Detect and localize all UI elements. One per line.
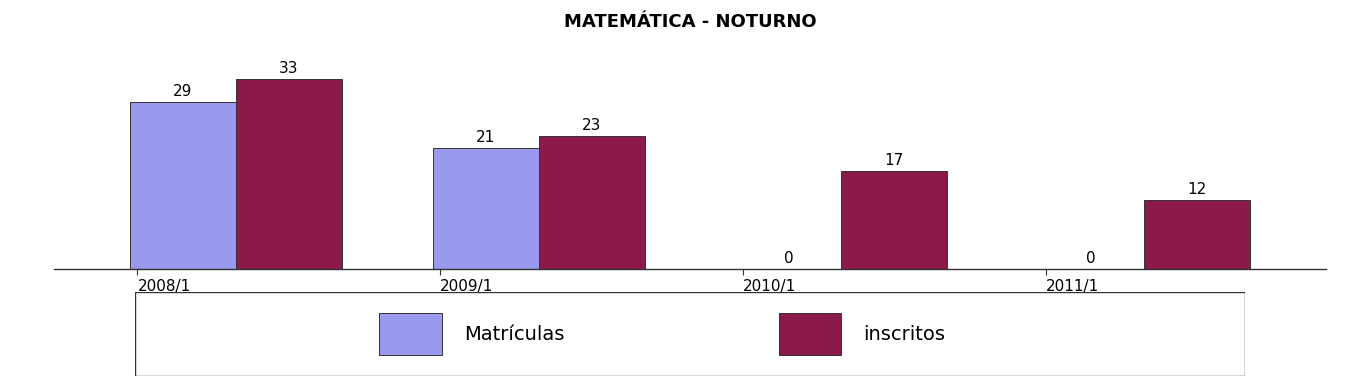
Text: 17: 17 bbox=[885, 153, 904, 168]
Text: 0: 0 bbox=[783, 251, 793, 266]
Text: 33: 33 bbox=[279, 61, 299, 76]
Bar bbox=[1145, 200, 1250, 269]
Text: 29: 29 bbox=[173, 84, 192, 99]
Bar bbox=[130, 102, 235, 269]
Title: MATEMÁTICA - NOTURNO: MATEMÁTICA - NOTURNO bbox=[564, 13, 816, 31]
Text: 23: 23 bbox=[582, 118, 601, 134]
Bar bbox=[842, 171, 947, 269]
Text: 21: 21 bbox=[476, 130, 495, 145]
Bar bbox=[779, 313, 842, 355]
Bar bbox=[538, 136, 644, 269]
Text: inscritos: inscritos bbox=[863, 324, 946, 344]
Text: Matrículas: Matrículas bbox=[464, 324, 564, 344]
Text: 0: 0 bbox=[1086, 251, 1096, 266]
Text: 12: 12 bbox=[1188, 182, 1207, 197]
Bar bbox=[235, 79, 342, 269]
Bar bbox=[433, 148, 538, 269]
Bar bbox=[379, 313, 441, 355]
